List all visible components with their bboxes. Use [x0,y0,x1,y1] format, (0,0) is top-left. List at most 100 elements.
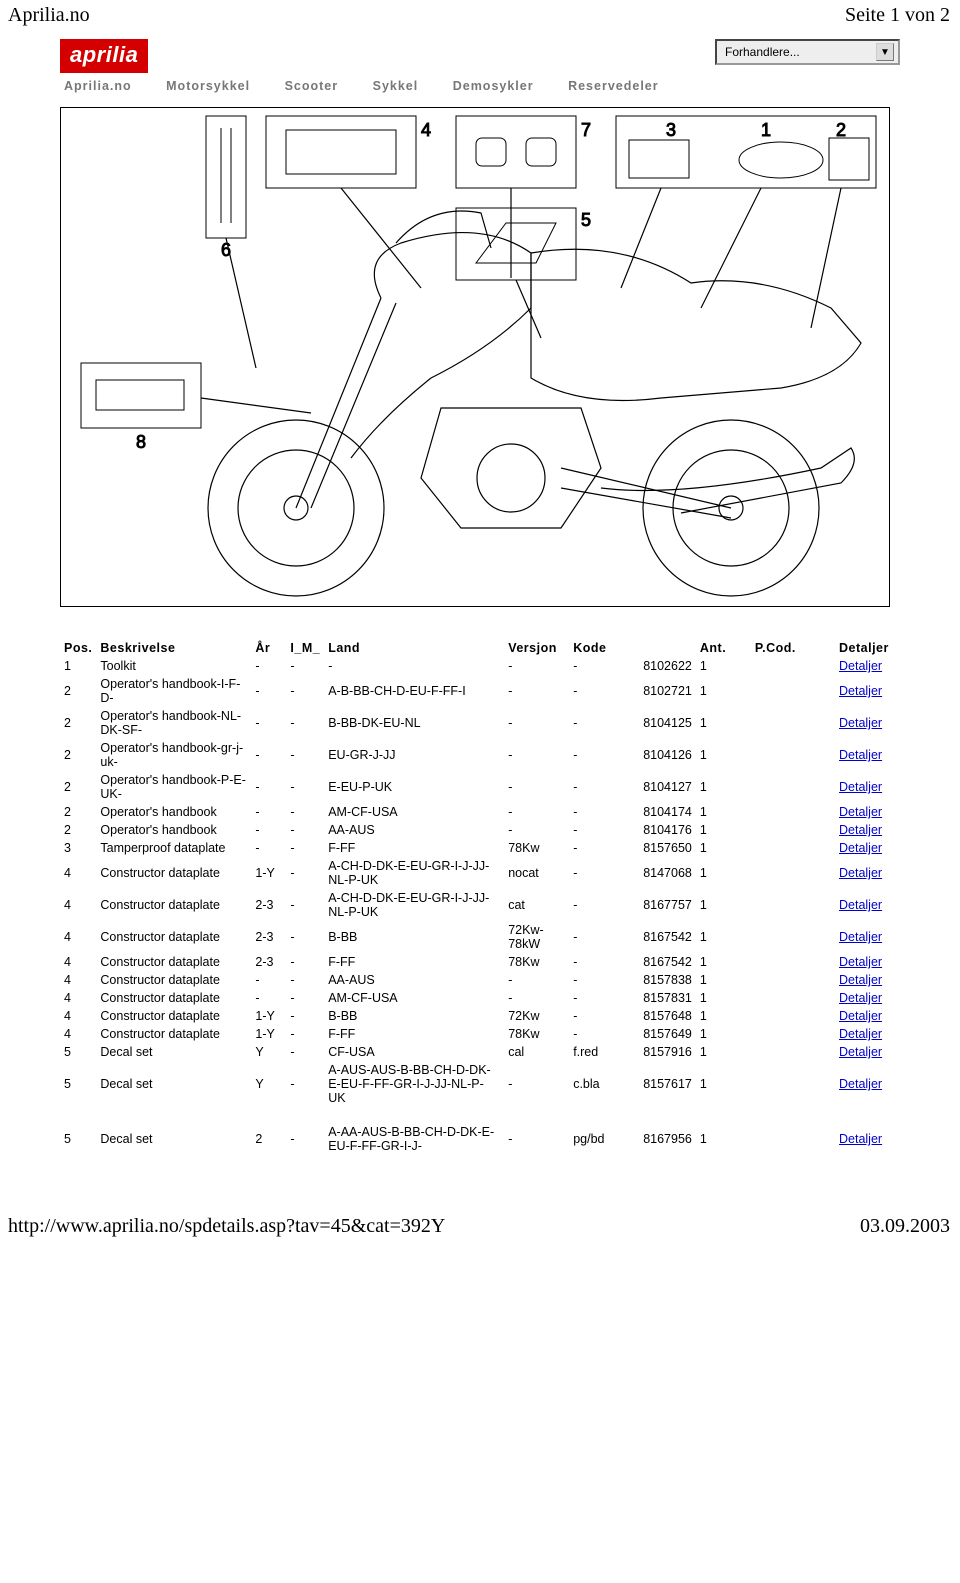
cell-kode: - [569,1007,639,1025]
cell-pos: 4 [60,857,96,889]
cell-pos: 2 [60,771,96,803]
cell-pos: 4 [60,1007,96,1025]
cell-pcod [751,707,835,739]
cell-ver: 72Kw-78kW [504,921,569,953]
detail-link[interactable]: Detaljer [839,1132,882,1146]
cell-pos: 3 [60,839,96,857]
svg-text:6: 6 [221,240,231,260]
table-row: 4Constructor dataplate2-3-F-FF78Kw-81675… [60,953,900,971]
detail-link[interactable]: Detaljer [839,1077,882,1091]
page-content: aprilia Forhandlere... ▼ Aprilia.no Moto… [0,29,960,1185]
detail-link[interactable]: Detaljer [839,823,882,837]
detail-link[interactable]: Detaljer [839,955,882,969]
cell-im: - [286,1043,324,1061]
cell-desc: Constructor dataplate [96,889,251,921]
detail-link[interactable]: Detaljer [839,866,882,880]
cell-ar: Y [251,1061,286,1107]
cell-code: 8104174 [639,803,696,821]
cell-ar: 2-3 [251,889,286,921]
nav-scooter[interactable]: Scooter [285,79,339,93]
cell-im: - [286,953,324,971]
cell-ar: - [251,675,286,707]
cell-pcod [751,921,835,953]
cell-pcod [751,1061,835,1107]
cell-kode: - [569,989,639,1007]
detail-link[interactable]: Detaljer [839,973,882,987]
nav-demosykler[interactable]: Demosykler [453,79,534,93]
cell-pos: 5 [60,1123,96,1155]
cell-kode: - [569,889,639,921]
table-row: 5Decal setY-CF-USAcalf.red81579161Detalj… [60,1043,900,1061]
parts-table: Pos. Beskrivelse År I_M_ Land Versjon Ko… [60,639,900,1155]
cell-detail: Detaljer [835,971,900,989]
cell-desc: Operator's handbook-gr-j-uk- [96,739,251,771]
cell-im: - [286,839,324,857]
dealer-dropdown[interactable]: Forhandlere... ▼ [715,39,900,65]
cell-desc: Constructor dataplate [96,1007,251,1025]
nav-sykkel[interactable]: Sykkel [373,79,419,93]
detail-link[interactable]: Detaljer [839,805,882,819]
parts-diagram: 4 7 3 1 2 6 [60,107,890,607]
nav-home[interactable]: Aprilia.no [64,79,132,93]
cell-land: - [324,657,504,675]
cell-pcod [751,771,835,803]
cell-pcod [751,739,835,771]
cell-kode: - [569,771,639,803]
cell-code: 8157617 [639,1061,696,1107]
detail-link[interactable]: Detaljer [839,1009,882,1023]
brand-logo[interactable]: aprilia [60,39,148,73]
cell-detail: Detaljer [835,857,900,889]
cell-ar: - [251,707,286,739]
cell-land: E-EU-P-UK [324,771,504,803]
svg-text:3: 3 [666,120,676,140]
detail-link[interactable]: Detaljer [839,841,882,855]
cell-pcod [751,1007,835,1025]
cell-detail: Detaljer [835,771,900,803]
table-row: 1Toolkit-----81026221Detaljer [60,657,900,675]
cell-detail: Detaljer [835,821,900,839]
cell-ar: - [251,971,286,989]
cell-ant: 1 [696,803,751,821]
footer-date: 03.09.2003 [860,1215,950,1238]
detail-link[interactable]: Detaljer [839,684,882,698]
cell-land: B-BB [324,1007,504,1025]
table-row: 2Operator's handbook-I-F-D---A-B-BB-CH-D… [60,675,900,707]
cell-pos: 2 [60,707,96,739]
cell-ver: cat [504,889,569,921]
cell-pos: 2 [60,675,96,707]
nav-reservedeler[interactable]: Reservedeler [568,79,659,93]
cell-detail: Detaljer [835,1123,900,1155]
cell-ar: - [251,657,286,675]
cell-code: 8157648 [639,1007,696,1025]
detail-link[interactable]: Detaljer [839,716,882,730]
th-ver: Versjon [504,639,569,657]
cell-desc: Operator's handbook-I-F-D- [96,675,251,707]
cell-code: 8104127 [639,771,696,803]
cell-ant: 1 [696,989,751,1007]
cell-detail: Detaljer [835,803,900,821]
detail-link[interactable]: Detaljer [839,1045,882,1059]
cell-ar: 1-Y [251,857,286,889]
detail-link[interactable]: Detaljer [839,780,882,794]
cell-ar: 2-3 [251,921,286,953]
detail-link[interactable]: Detaljer [839,1027,882,1041]
cell-ant: 1 [696,707,751,739]
svg-text:2: 2 [836,120,846,140]
cell-ar: - [251,839,286,857]
nav-motorsykkel[interactable]: Motorsykkel [166,79,250,93]
table-row: 2Operator's handbook-gr-j-uk---EU-GR-J-J… [60,739,900,771]
detail-link[interactable]: Detaljer [839,991,882,1005]
table-row: 3Tamperproof dataplate--F-FF78Kw-8157650… [60,839,900,857]
cell-land: F-FF [324,953,504,971]
cell-land: AM-CF-USA [324,803,504,821]
detail-link[interactable]: Detaljer [839,930,882,944]
cell-im: - [286,1025,324,1043]
table-row: 2Operator's handbook--AM-CF-USA--8104174… [60,803,900,821]
cell-im: - [286,771,324,803]
cell-desc: Constructor dataplate [96,971,251,989]
detail-link[interactable]: Detaljer [839,659,882,673]
detail-link[interactable]: Detaljer [839,748,882,762]
table-row: 4Constructor dataplate1-Y-F-FF78Kw-81576… [60,1025,900,1043]
cell-pos: 2 [60,739,96,771]
detail-link[interactable]: Detaljer [839,898,882,912]
